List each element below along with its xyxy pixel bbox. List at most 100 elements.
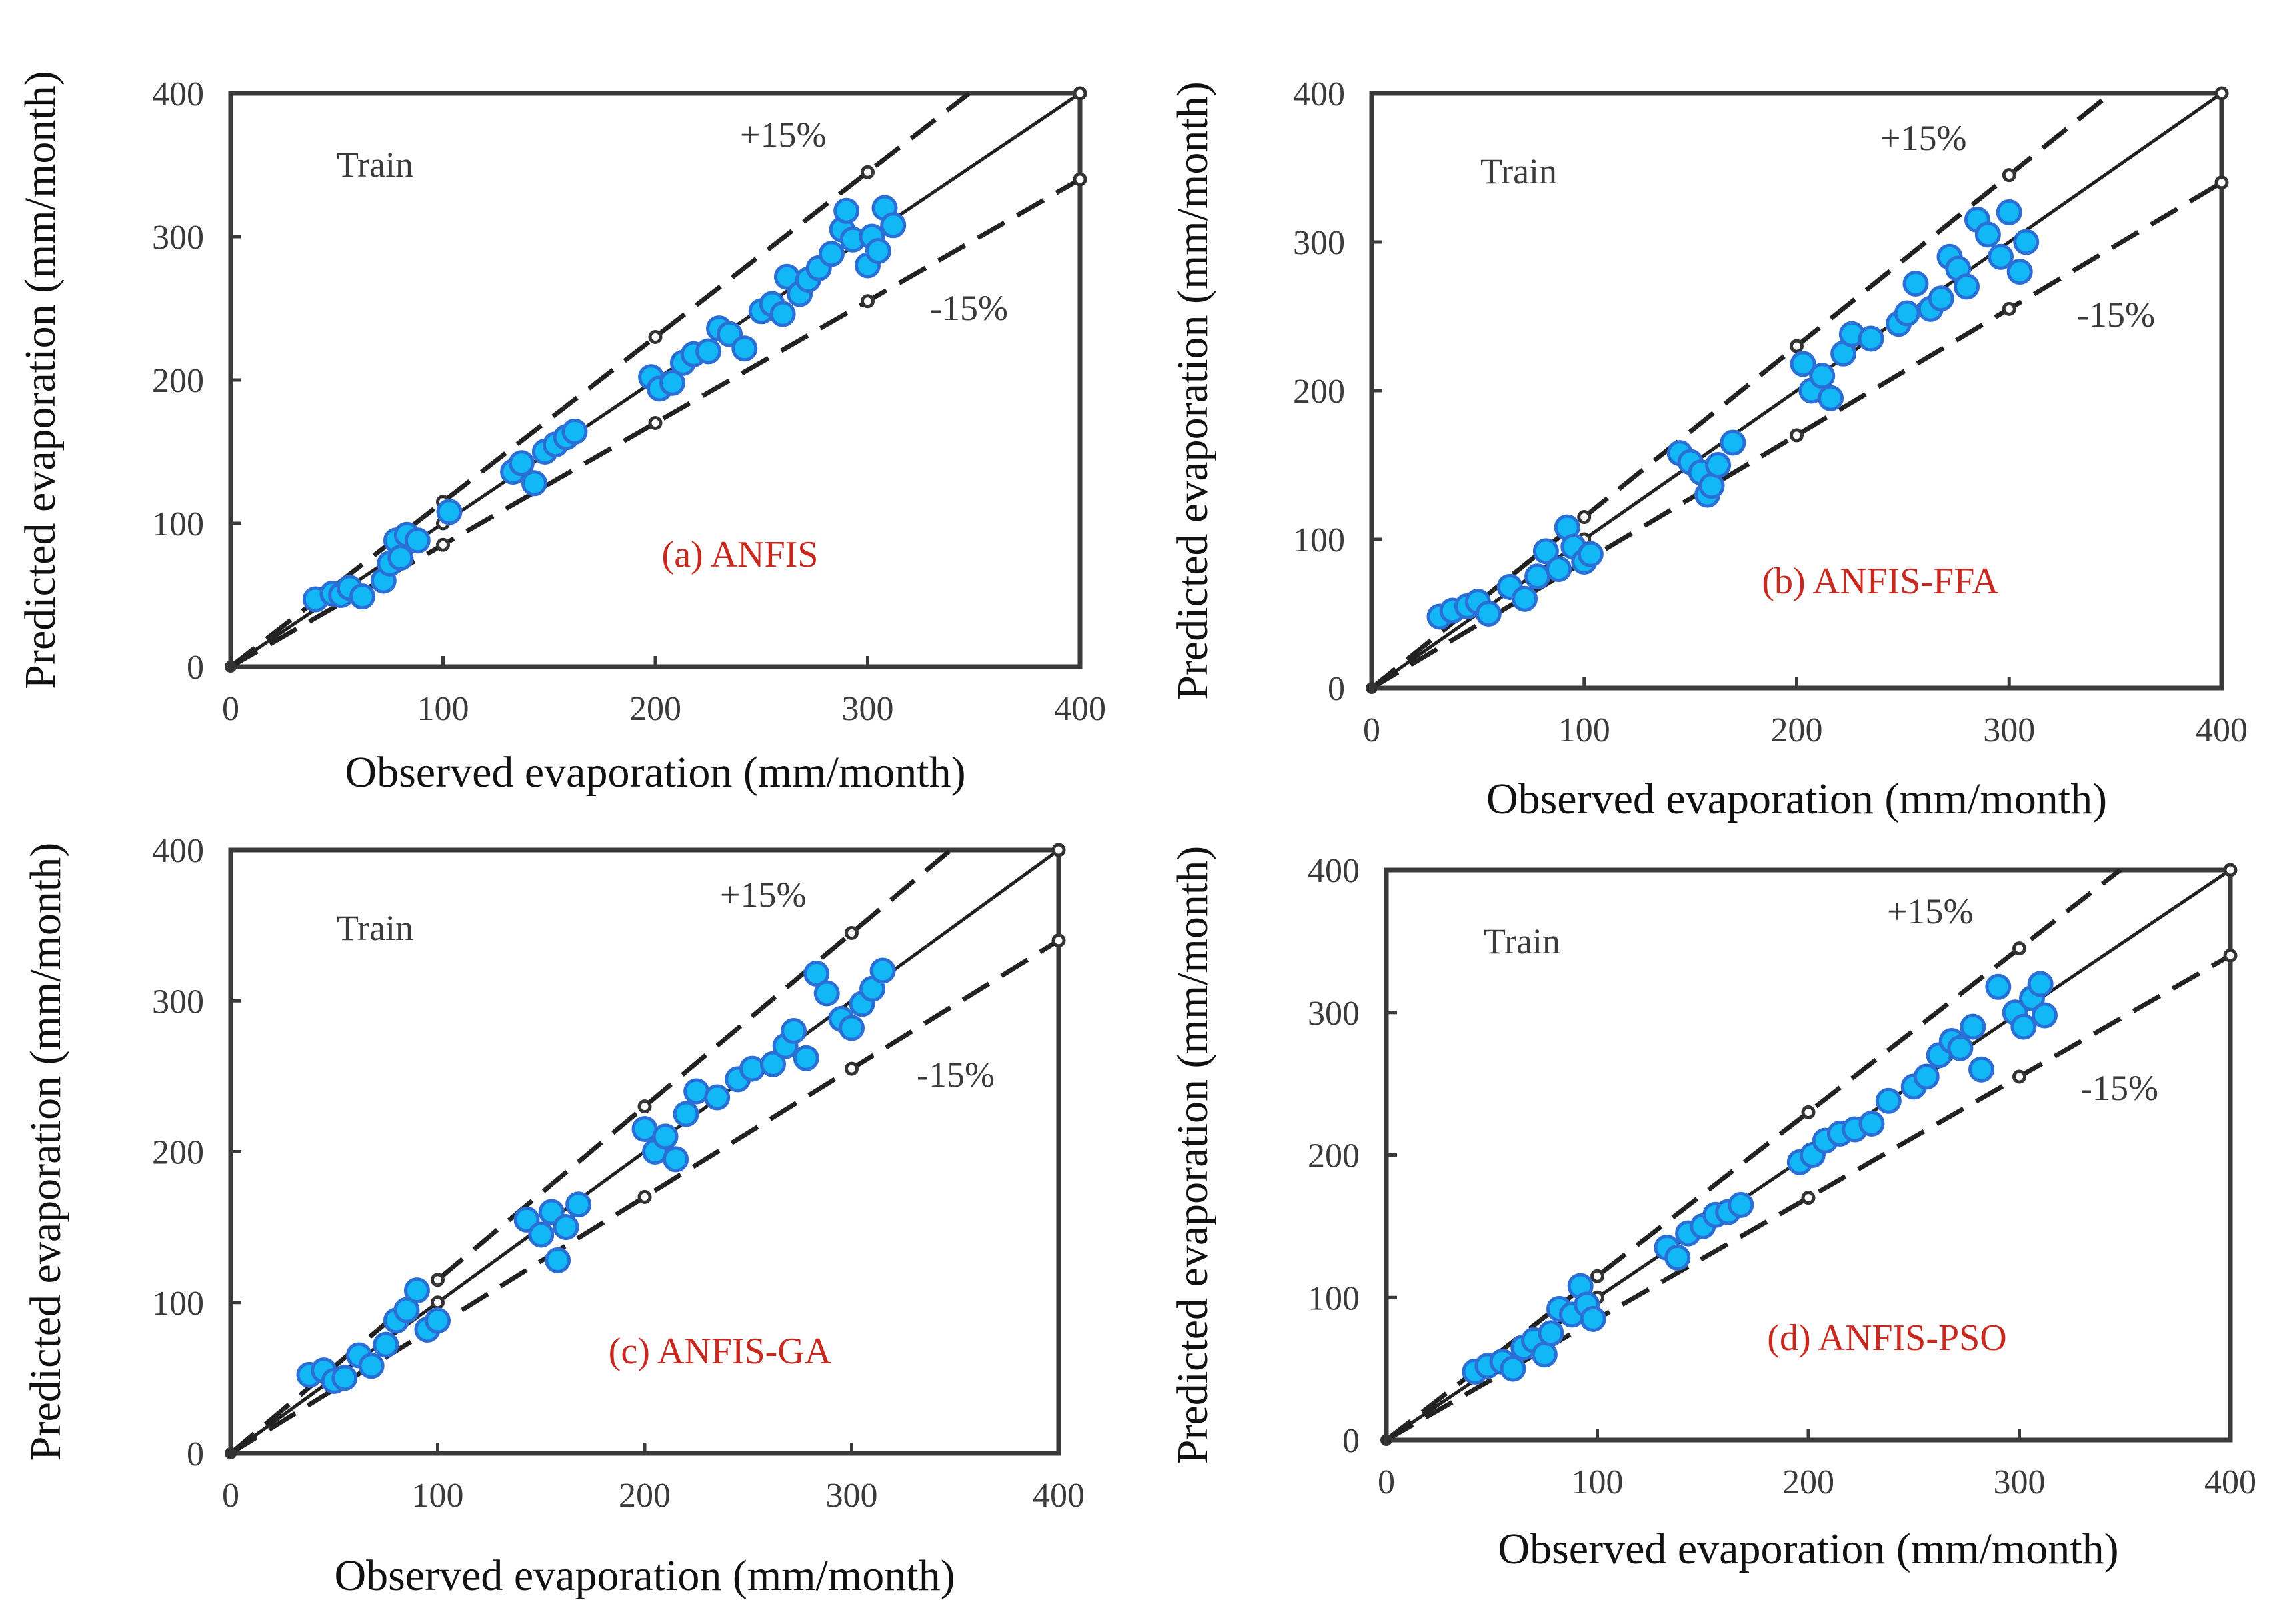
reference-marker [1590,1269,1604,1283]
upper-band-label: +15% [1880,118,1966,158]
reference-marker [861,165,875,179]
reference-marker [1051,933,1066,948]
data-point [781,1018,807,1044]
data-point [813,980,840,1007]
data-point [436,499,463,525]
data-point [425,1307,451,1334]
reference-marker [2002,168,2016,183]
y-tick-label: 300 [152,219,204,257]
upper-band-label: +15% [740,115,826,155]
data-point [1858,1110,1885,1137]
reference-marker [1801,1105,1816,1119]
origin-marker [225,661,237,673]
data-point [1996,199,2022,225]
data-point [2013,229,2040,255]
reference-marker [1790,339,1804,353]
data-point [1546,556,1572,583]
x-tick-label: 400 [2196,711,2248,749]
upper-band-label: +15% [1887,891,1973,931]
x-tick-label: 300 [826,1477,878,1515]
model-label: (c) ANFIS-GA [609,1331,832,1372]
reference-marker [1790,428,1804,443]
x-axis-title: Observed evaporation (mm/month) [1498,1525,2118,1573]
data-point [404,527,431,554]
data-point [739,1055,765,1082]
x-tick-label: 300 [842,690,894,728]
origin-marker [1380,1434,1392,1446]
data-point [1974,221,2001,248]
data-point [1894,300,1920,327]
y-tick-label: 0 [1328,670,1345,708]
lower-band-label: -15% [917,1055,995,1095]
train-label: Train [1480,151,1557,191]
data-point [1947,1035,1974,1061]
y-tick-label: 100 [152,1285,204,1323]
data-point [1913,1063,1940,1090]
data-point [731,335,758,362]
data-point [2006,259,2033,285]
reference-marker [436,537,450,552]
data-point [833,197,860,224]
data-point [793,1045,819,1071]
data-point [818,241,845,267]
data-point [1928,285,1954,312]
x-tick-label: 400 [1033,1477,1085,1515]
reference-marker [861,294,875,309]
y-tick-label: 400 [1293,75,1345,113]
x-tick-label: 100 [1572,1463,1624,1501]
y-tick-label: 300 [152,983,204,1021]
data-point [2010,1013,2037,1040]
data-point [663,1146,689,1173]
train-label: Train [1484,921,1560,961]
data-point [1728,1191,1754,1218]
x-axis-title: Observed evaporation (mm/month) [334,1551,955,1600]
data-point [865,238,891,264]
data-point [659,369,685,396]
data-point [565,1191,592,1218]
data-point [673,1101,699,1127]
data-point [1902,270,1929,297]
x-tick-label: 100 [412,1477,464,1515]
reference-marker [845,925,859,940]
y-axis-title: Predicted evaporation (mm/month) [1168,81,1217,699]
y-axis-title: Predicted evaporation (mm/month) [21,843,70,1461]
panel-d: 0 100 200 300 400 0 100 200 300 400 Train +15% -15% (… [1168,846,2256,1573]
y-tick-label: 400 [1308,852,1360,890]
data-point [695,338,722,365]
data-point [561,418,588,445]
x-tick-label: 200 [1771,711,1823,749]
reference-marker [648,416,663,430]
reference-marker [845,1061,859,1076]
data-point [1985,973,2012,1000]
origin-marker [1366,682,1378,694]
x-tick-label: 200 [629,690,681,728]
reference-marker [2214,86,2229,101]
data-point [839,1015,865,1041]
data-point [869,957,896,984]
reference-marker [1577,510,1592,525]
reference-marker [2012,941,2026,956]
train-label: Train [337,908,413,948]
x-tick-label: 0 [1378,1463,1395,1501]
data-point [1954,273,1980,300]
data-point [2031,1002,2058,1029]
lower-band-label: -15% [2077,295,2155,335]
data-point [652,1123,679,1150]
data-point [1720,429,1746,456]
data-point [704,1084,731,1111]
data-point [1809,363,1836,389]
reference-marker [637,1099,652,1114]
upper-band-label: +15% [720,875,806,915]
model-label: (b) ANFIS-FFA [1762,561,1999,602]
data-point [545,1247,571,1273]
data-point [1532,538,1559,565]
x-tick-label: 100 [1558,711,1610,749]
y-tick-label: 200 [152,362,204,400]
y-tick-label: 100 [1308,1279,1360,1317]
panel-b: 0 100 200 300 400 0 100 200 300 400 Train +15% -15% (… [1168,75,2248,823]
data-point [1960,1013,1986,1040]
x-tick-label: 100 [417,690,469,728]
data-point [1968,1056,1995,1083]
y-tick-label: 100 [152,505,204,543]
